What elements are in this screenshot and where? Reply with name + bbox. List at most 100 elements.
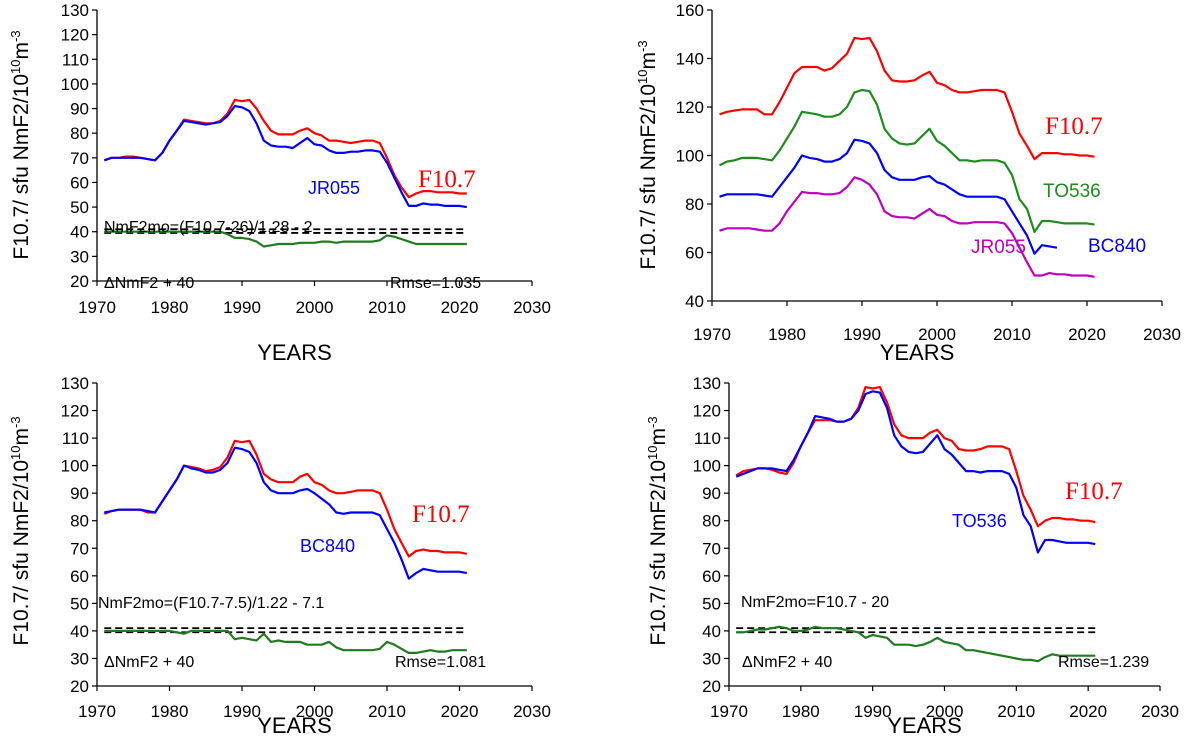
y-tick-label: 110 (62, 429, 89, 448)
y-tick-label: 120 (676, 98, 704, 117)
x-tick-label: 2020 (441, 702, 479, 721)
x-axis-label: YEARS (257, 340, 332, 365)
y-tick-label: 30 (70, 247, 89, 266)
x-tick-label: 1990 (854, 702, 892, 721)
x-tick-label: 2030 (513, 298, 551, 317)
y-axis-label-part: -3 (8, 30, 23, 42)
y-axis-label-part: NmF2/10 (647, 460, 670, 552)
x-tick-label: 2000 (918, 325, 956, 344)
series-label-f10.7: F10.7 (418, 166, 476, 193)
equation-annotation: NmF2mo=F10.7 - 20 (741, 594, 889, 611)
x-tick-label: 2000 (296, 702, 334, 721)
y-axis-label-part: NmF2/10 (637, 84, 660, 176)
x-tick-label: 1990 (223, 298, 261, 317)
y-tick-label: 130 (61, 1, 89, 20)
y-axis-label-part: 10 (645, 446, 660, 460)
series-label-f10.7: F10.7 (1045, 113, 1103, 140)
y-tick-label: 120 (693, 402, 721, 421)
series-line-dnmf2 (104, 230, 467, 248)
x-tick-label: 1970 (78, 702, 116, 721)
series-label-to536: TO536 (1043, 181, 1101, 202)
y-axis-label-part: F10.7/ sfu (10, 166, 33, 259)
y-tick-label: 120 (61, 402, 89, 421)
series-label-f10.7: F10.7 (412, 501, 470, 528)
x-tick-label: 2020 (441, 298, 479, 317)
y-axis-label: F10.7/ sfu NmF2/1010m-3 (8, 416, 33, 645)
y-axis-label-part: F10.7/ sfu (637, 176, 660, 269)
x-tick-label: 1980 (151, 298, 189, 317)
series-line-to536 (719, 88, 1095, 233)
y-tick-label: 80 (702, 512, 721, 531)
x-tick-label: 1980 (768, 325, 806, 344)
y-tick-label: 130 (61, 374, 89, 393)
series-label-bc840: BC840 (1088, 236, 1146, 257)
y-axis-label-part: 10 (635, 70, 650, 84)
x-tick-label: 1970 (710, 702, 748, 721)
x-tick-label: 2010 (993, 325, 1031, 344)
rmse-annotation: Rmse=1.081 (395, 654, 486, 671)
series-line-f10.7 (103, 439, 468, 558)
y-axis-label: F10.7/ sfu NmF2/1010m-3 (635, 40, 660, 269)
y-tick-label: 50 (70, 198, 89, 217)
y-tick-label: 80 (70, 124, 89, 143)
y-tick-label: 90 (702, 484, 721, 503)
y-tick-label: 80 (70, 512, 89, 531)
y-tick-label: 120 (61, 26, 89, 45)
x-tick-label: 2030 (513, 702, 551, 721)
x-axis-label: YEARS (257, 713, 332, 738)
y-tick-label: 160 (676, 1, 704, 20)
y-tick-label: 40 (685, 292, 704, 311)
y-tick-label: 60 (70, 567, 89, 586)
series-line-to536 (735, 390, 1096, 554)
y-tick-label: 100 (693, 457, 721, 476)
y-tick-label: 20 (70, 677, 89, 696)
y-tick-label: 40 (702, 622, 721, 641)
x-tick-label: 2010 (368, 298, 406, 317)
y-tick-label: 30 (702, 649, 721, 668)
x-tick-label: 2030 (1141, 702, 1179, 721)
chart-2: 40 60 80 100 120 140 160 1970 1980 1990 2000 2010 20… (635, 1, 1181, 365)
y-tick-label: 90 (70, 484, 89, 503)
x-tick-label: 1970 (693, 325, 731, 344)
rmse-annotation: Rmse=1.035 (390, 275, 481, 292)
y-axis-label-part: NmF2/10 (10, 460, 33, 552)
x-tick-label: 1990 (223, 702, 261, 721)
y-tick-label: 80 (685, 195, 704, 214)
series-line-dnmf2 (104, 629, 467, 655)
x-tick-label: 2030 (1143, 325, 1181, 344)
y-tick-label: 20 (702, 677, 721, 696)
x-tick-label: 2000 (926, 702, 964, 721)
rmse-annotation: Rmse=1.239 (1058, 654, 1149, 671)
series-line-dnmf2 (736, 625, 1096, 663)
y-axis-label-part: 10 (8, 60, 23, 74)
y-tick-label: 60 (685, 244, 704, 263)
y-axis-label-part: -3 (645, 416, 660, 428)
x-axis-label: YEARS (880, 340, 955, 365)
y-tick-label: 70 (70, 149, 89, 168)
series-label-jr055: JR055 (308, 178, 360, 198)
delta-annotation: ΔNmF2 + 40 (104, 654, 194, 671)
y-tick-label: 50 (70, 594, 89, 613)
y-axis-label-part: m (10, 428, 33, 446)
equation-annotation: NmF2mo=(F10.7-26)/1.28 - 2 (104, 219, 313, 236)
y-tick-label: 40 (70, 223, 89, 242)
x-tick-label: 1970 (78, 298, 116, 317)
y-tick-label: 90 (70, 100, 89, 119)
y-tick-label: 40 (70, 622, 89, 641)
equation-annotation: NmF2mo=(F10.7-7.5)/1.22 - 7.1 (98, 595, 324, 612)
y-tick-label: 30 (70, 649, 89, 668)
series-line-jr055 (719, 176, 1095, 278)
series-line-f10.7 (719, 36, 1095, 161)
y-tick-label: 100 (676, 147, 704, 166)
x-tick-label: 1980 (151, 702, 189, 721)
series-label-jr055: JR055 (971, 237, 1026, 258)
y-axis-label-part: NmF2/10 (10, 74, 33, 166)
y-tick-label: 70 (702, 539, 721, 558)
x-tick-label: 2010 (368, 702, 406, 721)
y-axis-label-part: m (647, 428, 670, 446)
x-tick-label: 2020 (1068, 325, 1106, 344)
y-tick-label: 60 (702, 567, 721, 586)
